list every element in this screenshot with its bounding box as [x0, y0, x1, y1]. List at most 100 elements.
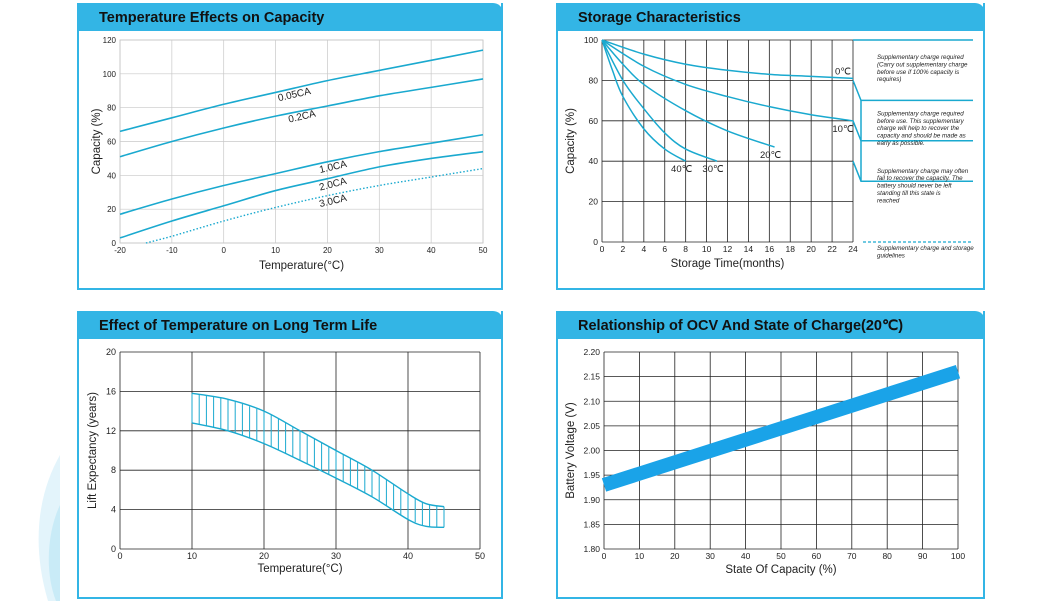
- y-axis-label: Lift Expectancy (years): [87, 392, 99, 509]
- series-label: 0.2CA: [287, 109, 317, 126]
- y-tick-label: 120: [103, 36, 117, 45]
- x-tick-label: 18: [786, 244, 796, 254]
- y-tick-label: 1.80: [583, 544, 600, 554]
- x-axis-label: State Of Capacity (%): [725, 564, 836, 576]
- x-tick-label: -10: [166, 246, 178, 255]
- capacity-title: Temperature Effects on Capacity: [77, 3, 503, 31]
- y-tick-label: 40: [107, 171, 116, 180]
- series-label: 2.0CA: [318, 176, 348, 194]
- x-tick-label: 14: [744, 244, 754, 254]
- x-tick-label: 30: [705, 551, 715, 561]
- x-tick-label: 10: [271, 246, 280, 255]
- curve-02ca: [119, 78, 484, 158]
- x-axis-label: Temperature(°C): [257, 563, 342, 575]
- band-note: Supplementary charge and storage guidelin…: [877, 245, 974, 259]
- storage-panel: Storage Characteristics 0 2 4 6 8 10 12 14 16 18 2…: [556, 3, 985, 290]
- x-tick-label: 20: [323, 246, 332, 255]
- x-tick-label: 4: [641, 244, 646, 254]
- life-lower-curve: [191, 422, 445, 529]
- storage-curve: [601, 39, 775, 148]
- y-tick-label: 2.00: [583, 446, 600, 456]
- series-label: 20℃: [760, 150, 782, 161]
- y-tick-label: 12: [106, 426, 116, 436]
- y-tick-label: 0: [112, 239, 117, 248]
- x-tick-label: 10: [635, 551, 645, 561]
- x-axis-label: Storage Time(months): [671, 258, 785, 270]
- x-tick-label: 10: [702, 244, 712, 254]
- x-tick-label: 10: [187, 551, 197, 561]
- series-label: 1.0CA: [318, 159, 348, 176]
- storage-curve: [601, 39, 687, 162]
- series-label: 0.05CA: [277, 86, 312, 104]
- y-tick-label: 100: [584, 35, 598, 45]
- y-tick-label: 2.05: [583, 421, 600, 431]
- storage-title: Storage Characteristics: [556, 3, 985, 31]
- ocv-chart: 0 10 20 30 40 50 60 70 80 90 100 1.80 1.85 1.90 1.95 2.…: [565, 347, 965, 576]
- life-title: Effect of Temperature on Long Term Life: [77, 311, 503, 339]
- band-note: Supplementary charge required (Carry out …: [877, 54, 968, 83]
- y-tick-label: 0: [111, 544, 116, 554]
- x-axis-label: Temperature(°C): [259, 260, 344, 272]
- y-axis-label: Capacity (%): [565, 108, 577, 174]
- capacity-panel: Temperature Effects on Capacity -20 -10 0 1…: [77, 3, 503, 290]
- y-tick-label: 1.95: [583, 470, 600, 480]
- x-tick-label: 70: [847, 551, 857, 561]
- x-tick-label: 50: [475, 551, 485, 561]
- x-tick-label: 50: [776, 551, 786, 561]
- x-tick-label: 20: [670, 551, 680, 561]
- y-tick-label: 2.10: [583, 396, 600, 406]
- band-note: Supplementary charge may often fail to re…: [877, 168, 969, 205]
- life-chart: 0 10 20 30 40 50 0 4 8 12 16 20 Temperature(°C) Lift …: [87, 347, 485, 575]
- x-tick-label: 8: [683, 244, 688, 254]
- ocv-panel: Relationship of OCV And State of Charge(…: [556, 311, 985, 599]
- storage-chart: 0 2 4 6 8 10 12 14 16 18 20 22 24020406080100Storage…: [565, 35, 974, 270]
- x-tick-label: 40: [403, 551, 413, 561]
- storage-curve: [601, 39, 854, 122]
- y-tick-label: 80: [589, 75, 599, 85]
- x-tick-label: 6: [662, 244, 667, 254]
- life-panel: Effect of Temperature on Long Term Life …: [77, 311, 503, 599]
- y-tick-label: 100: [103, 70, 117, 79]
- y-tick-label: 1.85: [583, 519, 600, 529]
- ocv-title: Relationship of OCV And State of Charge(…: [556, 311, 985, 339]
- x-tick-label: 22: [827, 244, 837, 254]
- storage-curve: [601, 39, 854, 80]
- series-label: 3.0CA: [318, 193, 348, 210]
- x-tick-label: 50: [479, 246, 488, 255]
- y-tick-label: 2.20: [583, 347, 600, 357]
- x-tick-label: 2: [621, 244, 626, 254]
- y-tick-label: 4: [111, 505, 116, 515]
- x-tick-label: 24: [848, 244, 858, 254]
- y-tick-label: 8: [111, 465, 116, 475]
- y-tick-label: 20: [589, 197, 599, 207]
- x-tick-label: 20: [259, 551, 269, 561]
- y-axis-label: Battery Voltage (V): [565, 402, 577, 499]
- y-tick-label: 20: [107, 205, 116, 214]
- y-tick-label: 0: [593, 237, 598, 247]
- x-tick-label: 30: [331, 551, 341, 561]
- curve-30ca: [145, 167, 484, 244]
- x-tick-label: 0: [117, 551, 122, 561]
- x-tick-label: 30: [375, 246, 384, 255]
- y-tick-label: 80: [107, 104, 116, 113]
- x-tick-label: 60: [812, 551, 822, 561]
- curve-20ca: [119, 150, 484, 239]
- x-tick-label: 80: [882, 551, 892, 561]
- band-note: Supplementary charge required before use.…: [877, 110, 966, 147]
- y-tick-label: 16: [106, 386, 116, 396]
- capacity-chart: -20 -10 0 10 20 30 40 50 0 20 40 60 80 100 120 Temperat…: [91, 36, 488, 272]
- band-line: [852, 80, 973, 102]
- y-tick-label: 60: [107, 138, 116, 147]
- ocv-band: [601, 365, 961, 492]
- x-tick-label: 40: [427, 246, 436, 255]
- x-tick-label: 12: [723, 244, 733, 254]
- x-tick-label: 0: [221, 246, 226, 255]
- storage-curve: [601, 39, 718, 162]
- y-tick-label: 1.90: [583, 495, 600, 505]
- y-tick-label: 40: [589, 156, 599, 166]
- series-label: 0℃: [835, 66, 851, 77]
- x-tick-label: 20: [806, 244, 816, 254]
- y-axis-label: Capacity (%): [91, 108, 103, 174]
- x-tick-label: -20: [114, 246, 126, 255]
- series-label: 40℃: [671, 164, 693, 175]
